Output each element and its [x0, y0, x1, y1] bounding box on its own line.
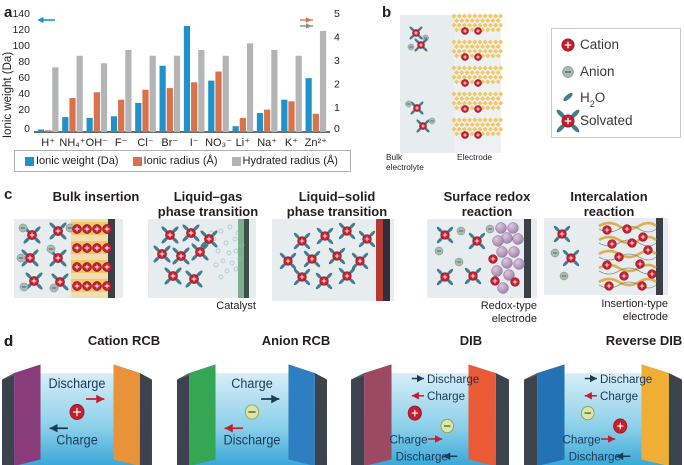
svg-text:Bulk: Bulk: [386, 152, 403, 162]
svg-text:Charge: Charge: [600, 389, 638, 403]
svg-text:Discharge: Discharge: [49, 376, 106, 391]
svg-text:Zn²⁺: Zn²⁺: [305, 137, 328, 149]
svg-text:I⁻: I⁻: [190, 137, 199, 149]
svg-text:100: 100: [12, 40, 30, 52]
svg-text:H⁺: H⁺: [41, 137, 55, 149]
svg-text:60: 60: [18, 72, 30, 84]
svg-text:40: 40: [18, 88, 30, 100]
svg-text:Discharge: Discharge: [224, 432, 281, 447]
svg-text:OH⁻: OH⁻: [86, 137, 109, 149]
svg-text:5: 5: [334, 8, 340, 20]
svg-text:Br⁻: Br⁻: [161, 137, 178, 149]
svg-text:Charge: Charge: [563, 432, 601, 446]
svg-text:K⁺: K⁺: [285, 137, 298, 149]
svg-text:1: 1: [334, 102, 340, 114]
svg-text:Charge: Charge: [56, 432, 98, 447]
svg-text:120: 120: [12, 24, 30, 36]
svg-text:Discharge: Discharge: [569, 449, 622, 463]
svg-text:Cation: Cation: [580, 37, 619, 52]
svg-text:80: 80: [18, 56, 30, 68]
svg-text:20: 20: [18, 104, 30, 116]
svg-text:electrolyte: electrolyte: [386, 162, 424, 172]
svg-text:140: 140: [12, 8, 30, 20]
svg-text:H2O: H2O: [580, 90, 605, 109]
svg-text:Charge: Charge: [427, 389, 465, 403]
svg-text:Cl⁻: Cl⁻: [137, 137, 153, 149]
svg-text:Discharge: Discharge: [396, 449, 449, 463]
svg-text:Li⁺: Li⁺: [236, 137, 251, 149]
svg-text:2: 2: [334, 79, 340, 91]
svg-text:Discharge: Discharge: [427, 371, 480, 385]
svg-text:Charge: Charge: [231, 376, 273, 391]
svg-text:0: 0: [24, 123, 30, 135]
svg-text:Na⁺: Na⁺: [257, 137, 277, 149]
svg-text:3: 3: [334, 55, 340, 67]
svg-text:Ionic weight (Da): Ionic weight (Da): [2, 52, 14, 138]
svg-text:Discharge: Discharge: [600, 371, 653, 385]
svg-text:Charge: Charge: [390, 432, 428, 446]
svg-text:Solvated: Solvated: [580, 113, 633, 128]
svg-text:F⁻: F⁻: [115, 137, 128, 149]
svg-text:Anion: Anion: [580, 64, 615, 79]
svg-text:4: 4: [334, 32, 340, 44]
svg-text:NO₃⁻: NO₃⁻: [205, 137, 232, 149]
svg-text:NH₄⁺: NH₄⁺: [59, 137, 85, 149]
svg-text:Electrode: Electrode: [457, 152, 492, 162]
svg-text:0: 0: [334, 123, 340, 135]
